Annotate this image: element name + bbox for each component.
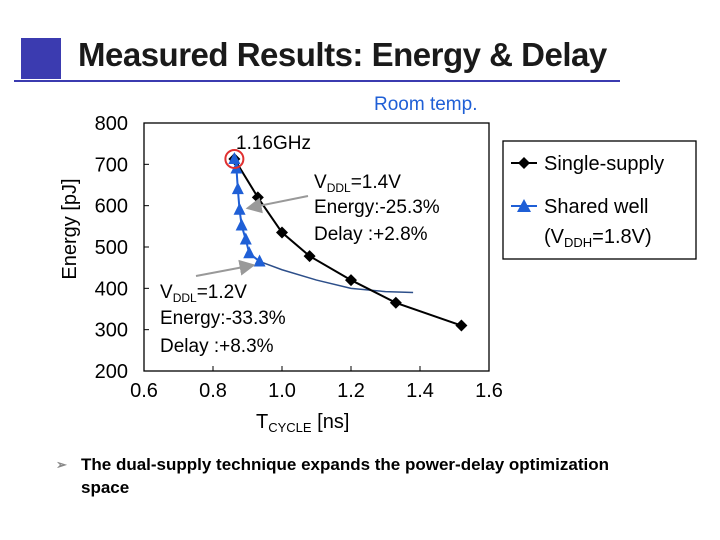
x-axis-label-sub: CYCLE [268, 420, 312, 435]
x-axis-label: TCYCLE [ns] [256, 411, 349, 435]
single-supply-point [455, 319, 468, 332]
annotation-frequency: 1.16GHz [236, 133, 311, 154]
legend-label-single: Single-supply [544, 153, 664, 175]
legend-vddh-suffix: =1.8V) [592, 226, 651, 248]
annotation1-vddl-prefix: V [314, 172, 327, 193]
shared-well-point [233, 202, 246, 215]
annotation2-arrow [195, 259, 256, 277]
shared-well-point [235, 218, 248, 231]
plot-frame [143, 122, 490, 372]
legend-vddh-sub: DDH [564, 235, 592, 250]
legend-label-vddh: (VDDH=1.8V) [544, 226, 652, 250]
y-axis-label: Energy [pJ] [59, 178, 81, 279]
legend-vddh-prefix: (V [544, 226, 565, 248]
annotation2-vddl-prefix: V [160, 282, 173, 303]
x-tick-label: 1.0 [268, 380, 296, 402]
legend-label-shared: Shared well [544, 196, 649, 218]
bullet-arrow-icon: ➢ [56, 457, 67, 472]
shared-well-point [239, 232, 252, 245]
x-tick-label: 1.6 [475, 380, 503, 402]
legend-marker-single [518, 157, 530, 169]
annotation2-vddl-sub: DDL [173, 291, 197, 305]
x-tick-label: 1.2 [337, 380, 365, 402]
y-tick-label: 600 [95, 196, 128, 218]
annotation1-vddl: VDDL=1.4V [314, 172, 401, 195]
bullet-text: The dual-supply technique expands the po… [81, 455, 610, 497]
slide-title: Measured Results: Energy & Delay [78, 36, 607, 73]
shared-well-point [253, 254, 266, 267]
annotation2-delay: Delay :+8.3% [160, 336, 274, 357]
single-supply-point [303, 250, 316, 263]
title-accent-block [21, 38, 61, 79]
shared-well-point [231, 182, 244, 195]
y-tick-label: 700 [95, 154, 128, 176]
chart-title: Room temp. [374, 94, 477, 115]
annotation1-delay: Delay :+2.8% [314, 224, 428, 245]
legend-marker-shared [517, 199, 531, 212]
x-axis-label-unit: [ns] [312, 411, 350, 433]
annotation1-vddl-suffix: =1.4V [351, 172, 402, 193]
legend-box [502, 140, 697, 260]
annotation1-energy: Energy:-25.3% [314, 197, 440, 218]
annotation2-energy: Energy:-33.3% [160, 308, 286, 329]
x-tick-label: 0.6 [130, 380, 158, 402]
title-divider [14, 80, 620, 82]
y-tick-label: 500 [95, 237, 128, 259]
y-tick-label: 800 [95, 113, 128, 135]
single-supply-point [345, 274, 357, 287]
shared-well-point [228, 151, 241, 164]
annotation2-vddl: VDDL=1.2V [160, 282, 247, 305]
y-tick-label: 400 [95, 278, 128, 300]
annotation1-vddl-sub: DDL [327, 181, 351, 195]
y-tick-label: 200 [95, 361, 128, 383]
highlight-circle [224, 148, 245, 169]
shared-well-point [243, 246, 256, 259]
x-tick-label: 0.8 [199, 380, 227, 402]
x-axis-label-main: T [256, 411, 268, 433]
shared-well-trend-line [259, 260, 414, 294]
single-supply-point [251, 191, 264, 204]
annotation1-arrow [245, 195, 309, 214]
y-tick-label: 300 [95, 320, 128, 342]
single-supply-point [276, 226, 288, 239]
annotation2-vddl-suffix: =1.2V [197, 282, 248, 303]
x-tick-label: 1.4 [406, 380, 434, 402]
single-supply-point [389, 296, 402, 309]
